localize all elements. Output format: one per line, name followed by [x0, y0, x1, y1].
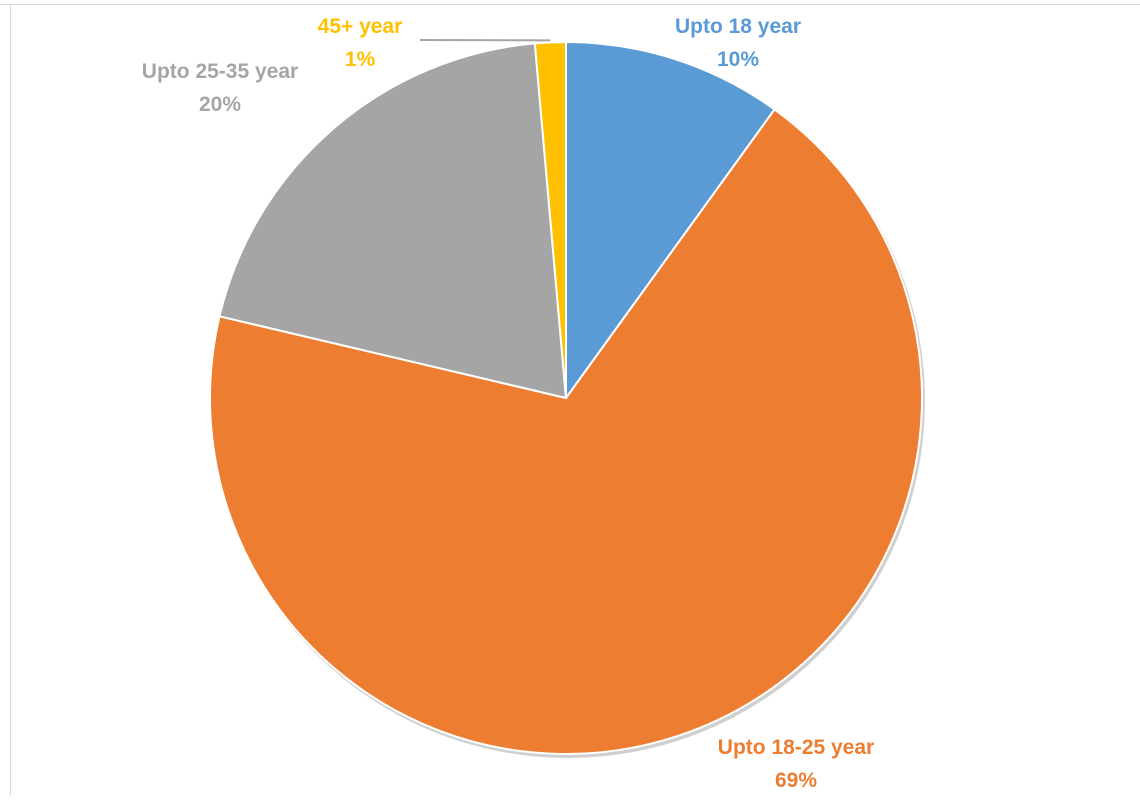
- slice-percent-upto-18-25: 69%: [775, 769, 817, 792]
- slice-percent-upto-25-35: 20%: [199, 93, 241, 116]
- slice-label-upto-18: Upto 18 year: [675, 15, 801, 38]
- slice-label-upto-18-25: Upto 18-25 year: [718, 736, 874, 759]
- slice-label-upto-25-35: Upto 25-35 year: [142, 60, 298, 83]
- chart-frame-left-border: [10, 4, 11, 796]
- slice-percent-upto-18: 10%: [717, 48, 759, 71]
- slice-percent-45-plus: 1%: [345, 48, 376, 71]
- chart-frame-top-border: [0, 4, 1140, 5]
- slice-label-45-plus: 45+ year: [318, 15, 403, 38]
